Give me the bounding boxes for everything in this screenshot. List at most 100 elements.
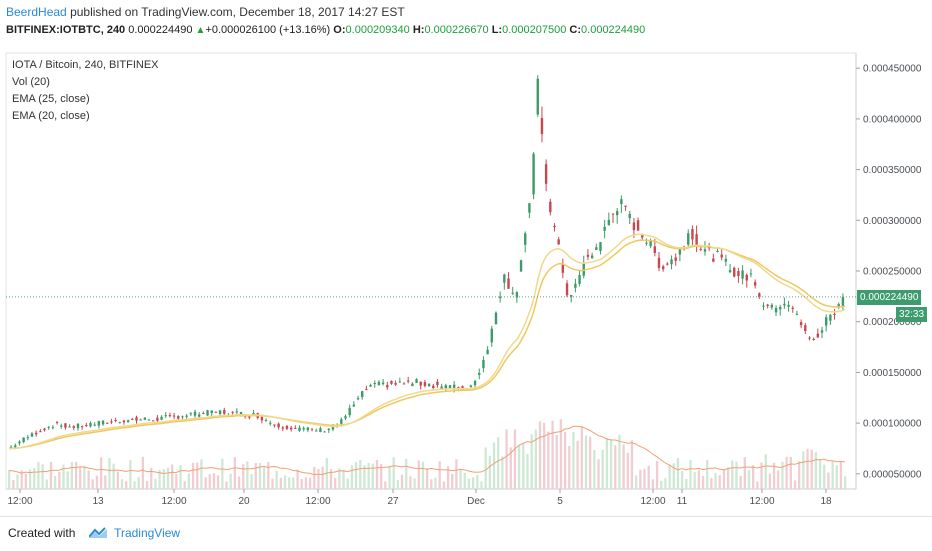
volume-bar bbox=[208, 474, 211, 489]
volume-bar bbox=[354, 462, 358, 489]
candle-body bbox=[565, 283, 569, 296]
candle-body bbox=[285, 425, 289, 429]
candle-body bbox=[427, 383, 431, 386]
volume-bar bbox=[517, 444, 521, 489]
candle-body bbox=[152, 420, 155, 422]
candle-body bbox=[544, 164, 548, 184]
candle-body bbox=[603, 226, 606, 231]
volume-bar bbox=[187, 473, 191, 489]
volume-bar bbox=[112, 463, 115, 489]
volume-bar bbox=[706, 459, 709, 489]
last-price: 0.000224490 bbox=[128, 24, 193, 36]
candle-body bbox=[595, 247, 598, 250]
x-tick-label: 5 bbox=[557, 496, 563, 507]
candle-body bbox=[365, 389, 368, 391]
volume-bar bbox=[764, 454, 767, 489]
candle-body bbox=[791, 307, 794, 309]
volume-bar bbox=[626, 452, 629, 489]
volume-bar bbox=[543, 422, 546, 489]
candle-body bbox=[43, 428, 46, 431]
volume-bar bbox=[726, 467, 730, 489]
tradingview-brand[interactable]: TradingView bbox=[114, 526, 181, 540]
y-tick-label: 0.000300000 bbox=[863, 216, 922, 227]
candle-body bbox=[319, 428, 322, 432]
candle-body bbox=[620, 199, 623, 205]
volume-bar bbox=[388, 465, 391, 489]
volume-bar bbox=[129, 460, 132, 489]
volume-bar bbox=[718, 475, 721, 489]
candle-body bbox=[586, 254, 590, 257]
price-chart[interactable]: 0.000050000 0.000100000 0.000150000 0.00020… bbox=[0, 0, 932, 516]
open-label: O: bbox=[333, 24, 346, 36]
legend-ema25[interactable]: EMA (25, close) bbox=[12, 93, 90, 105]
volume-bar bbox=[572, 431, 575, 489]
candle-body bbox=[373, 382, 376, 385]
volume-bar bbox=[229, 473, 232, 489]
candle-body bbox=[636, 220, 640, 231]
candle-body bbox=[402, 383, 406, 385]
volume-bar bbox=[835, 465, 838, 489]
volume-bar bbox=[183, 481, 186, 489]
volume-bar bbox=[196, 462, 199, 489]
candle-body bbox=[294, 427, 297, 429]
legend-ema20[interactable]: EMA (20, close) bbox=[12, 110, 90, 122]
volume-bar bbox=[28, 469, 32, 489]
volume-bar bbox=[233, 457, 237, 489]
legend-series[interactable]: IOTA / Bitcoin, 240, BITFINEX bbox=[12, 59, 159, 71]
volume-bar bbox=[409, 476, 412, 489]
volume-bar bbox=[179, 465, 182, 489]
volume-bar bbox=[722, 469, 726, 489]
candle-body bbox=[812, 339, 815, 341]
candle-body bbox=[741, 270, 744, 279]
candle-body bbox=[85, 425, 88, 427]
volume-bar bbox=[430, 479, 433, 489]
candle-body bbox=[494, 312, 498, 325]
candle-body bbox=[837, 304, 840, 307]
candle-body bbox=[218, 410, 222, 415]
volume-bar bbox=[104, 475, 107, 489]
candle-body bbox=[733, 267, 736, 277]
candle-body bbox=[30, 433, 34, 437]
candle-body bbox=[398, 381, 402, 383]
volume-bar bbox=[296, 469, 299, 489]
candle-body bbox=[561, 263, 565, 273]
candle-body bbox=[808, 337, 811, 339]
volume-bar bbox=[317, 468, 320, 489]
legend-volume[interactable]: Vol (20) bbox=[12, 76, 50, 88]
volume-bar bbox=[760, 462, 763, 489]
volume-bar bbox=[154, 478, 157, 489]
volume-bar bbox=[559, 419, 563, 489]
volume-bar bbox=[601, 449, 604, 489]
volume-bar bbox=[8, 470, 11, 489]
candle-body bbox=[260, 417, 264, 421]
volume-bar bbox=[116, 471, 119, 489]
volume-bar bbox=[380, 464, 383, 489]
volume-bar bbox=[609, 439, 613, 489]
volume-bar bbox=[350, 465, 354, 489]
volume-bar bbox=[99, 457, 103, 489]
volume-bar bbox=[492, 442, 496, 489]
volume-bar bbox=[321, 466, 324, 489]
candle-body bbox=[361, 391, 364, 397]
candle-body bbox=[641, 234, 644, 238]
y-tick-label: 0.000050000 bbox=[863, 469, 922, 480]
candle-body bbox=[193, 411, 197, 416]
candle-body bbox=[126, 420, 130, 423]
volume-bar bbox=[413, 478, 416, 489]
candle-body bbox=[779, 306, 782, 310]
candle-body bbox=[816, 333, 820, 338]
candle-body bbox=[452, 384, 456, 389]
change-value: +0.000026100 (+13.16%) bbox=[205, 24, 331, 36]
volume-bar bbox=[329, 469, 333, 489]
candle-body bbox=[223, 410, 226, 414]
author-link[interactable]: BeerdHead bbox=[6, 5, 67, 19]
volume-bar bbox=[191, 462, 195, 489]
low-label: L: bbox=[491, 24, 503, 36]
ema-25-line bbox=[8, 239, 846, 450]
candle-body bbox=[766, 304, 769, 306]
candle-body bbox=[310, 428, 314, 430]
candle-body bbox=[423, 382, 427, 386]
volume-bar bbox=[396, 480, 400, 489]
volume-bar bbox=[802, 451, 805, 489]
candle-body bbox=[160, 416, 163, 420]
